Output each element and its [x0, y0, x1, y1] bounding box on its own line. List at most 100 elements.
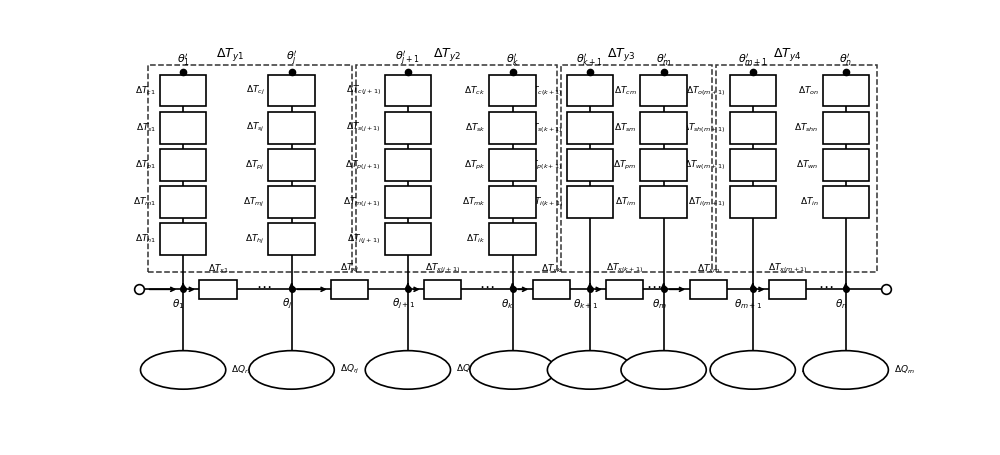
Text: $\Delta T_{h1}$: $\Delta T_{h1}$: [135, 233, 156, 246]
Text: $\Delta T_{sj}$: $\Delta T_{sj}$: [246, 121, 264, 134]
Text: $\Delta T_{in}$: $\Delta T_{in}$: [800, 196, 819, 208]
FancyBboxPatch shape: [822, 187, 869, 218]
FancyBboxPatch shape: [268, 112, 315, 144]
Text: $\Delta T_{x(j+1)}$: $\Delta T_{x(j+1)}$: [425, 263, 460, 275]
Text: $\theta_m$: $\theta_m$: [652, 297, 666, 311]
Text: $\Delta T_{m(j+1)}$: $\Delta T_{m(j+1)}$: [343, 196, 381, 209]
Text: $\theta_1$: $\theta_1$: [172, 297, 185, 311]
Text: $\Delta T_{mk}$: $\Delta T_{mk}$: [462, 196, 485, 208]
Text: $\theta_{m+1}$: $\theta_{m+1}$: [734, 297, 762, 311]
Text: $\Delta Q_{rk}$: $\Delta Q_{rk}$: [561, 364, 582, 376]
FancyBboxPatch shape: [199, 280, 237, 299]
Text: $\Delta T_{cm}$: $\Delta T_{cm}$: [614, 85, 637, 97]
Text: $\Delta T_{s(j+1)}$: $\Delta T_{s(j+1)}$: [346, 121, 381, 134]
Text: $\cdots$: $\cdots$: [818, 278, 834, 293]
Text: $\Delta T_{xm}$: $\Delta T_{xm}$: [697, 263, 720, 275]
FancyBboxPatch shape: [160, 112, 206, 144]
Text: $\Delta T_{sm}$: $\Delta T_{sm}$: [614, 121, 637, 134]
FancyBboxPatch shape: [567, 75, 613, 106]
Text: $\Delta T_{y2}$: $\Delta T_{y2}$: [433, 46, 461, 63]
Text: $\Delta T_{y1}$: $\Delta T_{y1}$: [216, 46, 244, 63]
Text: $\Delta T_{i(k+1)}$: $\Delta T_{i(k+1)}$: [528, 195, 563, 209]
Text: $\Delta Q_{r(k+1)}$: $\Delta Q_{r(k+1)}$: [638, 363, 676, 377]
FancyBboxPatch shape: [567, 149, 613, 181]
Text: $\cdots$: $\cdots$: [646, 278, 661, 293]
Text: $\Delta T_{mj}$: $\Delta T_{mj}$: [243, 196, 264, 209]
FancyBboxPatch shape: [640, 75, 687, 106]
Text: $\theta_n'$: $\theta_n'$: [839, 52, 852, 68]
Text: $\Delta T_{y4}$: $\Delta T_{y4}$: [773, 46, 802, 63]
Text: $\theta_n$: $\theta_n$: [835, 297, 847, 311]
FancyBboxPatch shape: [424, 280, 461, 299]
FancyBboxPatch shape: [268, 187, 315, 218]
FancyBboxPatch shape: [268, 75, 315, 106]
FancyBboxPatch shape: [160, 149, 206, 181]
Text: $\cdots$: $\cdots$: [256, 278, 272, 293]
FancyBboxPatch shape: [822, 75, 869, 106]
FancyBboxPatch shape: [385, 223, 431, 255]
Text: $\Delta T_{cj}$: $\Delta T_{cj}$: [246, 84, 264, 97]
Text: $\theta_k'$: $\theta_k'$: [506, 52, 519, 68]
FancyBboxPatch shape: [533, 280, 570, 299]
Text: $\Delta T_{x(m+1)}$: $\Delta T_{x(m+1)}$: [768, 262, 807, 275]
FancyBboxPatch shape: [268, 149, 315, 181]
FancyBboxPatch shape: [160, 187, 206, 218]
FancyBboxPatch shape: [489, 75, 536, 106]
FancyBboxPatch shape: [730, 112, 776, 144]
Text: $\Delta T_{ck}$: $\Delta T_{ck}$: [464, 85, 485, 97]
Circle shape: [140, 351, 226, 389]
Circle shape: [470, 351, 555, 389]
Text: $\Delta T_{pk}$: $\Delta T_{pk}$: [464, 158, 485, 172]
Text: $\Delta T_{pm}$: $\Delta T_{pm}$: [613, 158, 637, 172]
Text: $\Delta Q_{r1}$: $\Delta Q_{r1}$: [231, 364, 253, 376]
Circle shape: [803, 351, 888, 389]
FancyBboxPatch shape: [160, 75, 206, 106]
FancyBboxPatch shape: [640, 187, 687, 218]
FancyBboxPatch shape: [567, 112, 613, 144]
Text: $\Delta T_{on}$: $\Delta T_{on}$: [798, 85, 819, 97]
Circle shape: [710, 351, 795, 389]
Text: $\Delta Q_{rj}$: $\Delta Q_{rj}$: [340, 364, 359, 376]
FancyBboxPatch shape: [640, 149, 687, 181]
Text: $\Delta T_{x1}$: $\Delta T_{x1}$: [208, 263, 228, 275]
Text: $\Delta T_{i(j+1)}$: $\Delta T_{i(j+1)}$: [347, 233, 381, 246]
Text: $\Delta T_{s1}$: $\Delta T_{s1}$: [136, 121, 156, 134]
Text: $\Delta Q_{r(m+1)}$: $\Delta Q_{r(m+1)}$: [801, 363, 841, 377]
FancyBboxPatch shape: [822, 149, 869, 181]
FancyBboxPatch shape: [489, 187, 536, 218]
Text: $\Delta T_{sk}$: $\Delta T_{sk}$: [465, 121, 485, 134]
FancyBboxPatch shape: [730, 75, 776, 106]
FancyBboxPatch shape: [730, 149, 776, 181]
Circle shape: [621, 351, 706, 389]
FancyBboxPatch shape: [730, 187, 776, 218]
Text: $\Delta T_{y3}$: $\Delta T_{y3}$: [607, 46, 635, 63]
Text: $\theta_1'$: $\theta_1'$: [177, 52, 190, 68]
Text: $\theta_{j+1}$: $\theta_{j+1}$: [392, 297, 415, 311]
Text: $\theta_k$: $\theta_k$: [501, 297, 514, 311]
Text: $\Delta T_{pj}$: $\Delta T_{pj}$: [245, 158, 264, 172]
Circle shape: [249, 351, 334, 389]
Text: $\cdots$: $\cdots$: [479, 278, 495, 293]
Text: $\Delta Q_{rm}$: $\Delta Q_{rm}$: [712, 364, 735, 376]
Text: $\Delta T_{x(k+1)}$: $\Delta T_{x(k+1)}$: [606, 262, 643, 275]
Text: $\Delta Q_{r(j+1)}$: $\Delta Q_{r(j+1)}$: [456, 364, 492, 376]
Text: $\Delta T_{im}$: $\Delta T_{im}$: [615, 196, 637, 208]
FancyBboxPatch shape: [385, 149, 431, 181]
Circle shape: [365, 351, 450, 389]
Text: $\theta_j'$: $\theta_j'$: [286, 49, 297, 68]
FancyBboxPatch shape: [769, 280, 806, 299]
Text: $\Delta T_{c(j+1)}$: $\Delta T_{c(j+1)}$: [346, 84, 381, 97]
FancyBboxPatch shape: [489, 149, 536, 181]
FancyBboxPatch shape: [822, 112, 869, 144]
Text: $\Delta T_{p(k+1)}$: $\Delta T_{p(k+1)}$: [525, 158, 563, 172]
Text: $\Delta T_{sh(m+1)}$: $\Delta T_{sh(m+1)}$: [682, 121, 726, 135]
Text: $\theta_{k+1}$: $\theta_{k+1}$: [573, 297, 598, 311]
Text: $\Delta T_{wn}$: $\Delta T_{wn}$: [796, 159, 819, 171]
FancyBboxPatch shape: [489, 223, 536, 255]
Text: $\theta_{k+1}'$: $\theta_{k+1}'$: [576, 52, 604, 68]
Text: $\Delta T_{hj}$: $\Delta T_{hj}$: [245, 233, 264, 246]
FancyBboxPatch shape: [268, 223, 315, 255]
Text: $\Delta T_{i(m+1)}$: $\Delta T_{i(m+1)}$: [688, 195, 726, 209]
Text: $\Delta T_{p1}$: $\Delta T_{p1}$: [135, 158, 156, 172]
Circle shape: [547, 351, 633, 389]
